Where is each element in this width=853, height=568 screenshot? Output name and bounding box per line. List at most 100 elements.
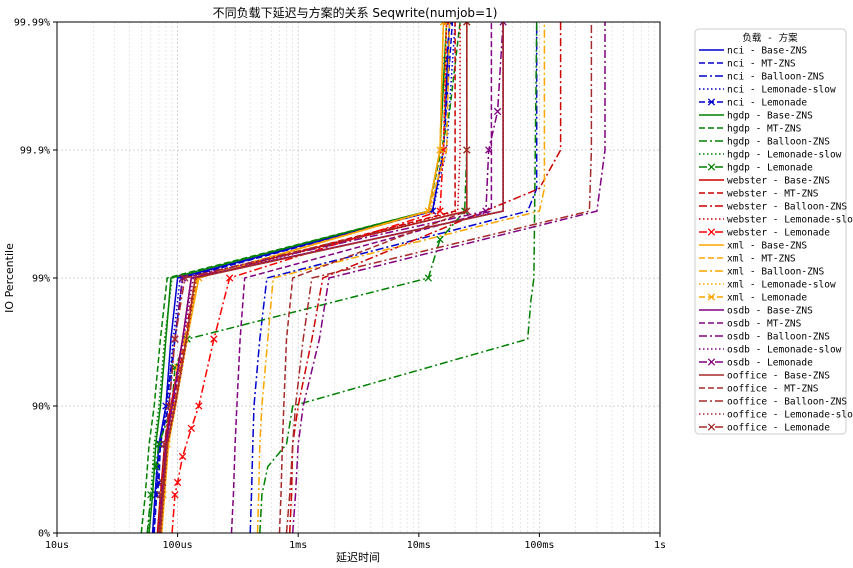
series-group [230,22,493,533]
legend-label: hgdp - Lemonade-slow [727,150,842,161]
series-group [288,22,562,533]
series-group [291,22,606,533]
series-marker [493,107,502,116]
series-marker [160,440,169,448]
legend-box [694,28,847,435]
legend-label: osdb - Balloon-ZNS [727,332,830,343]
legend-label: osdb - Base-ZNS [727,306,813,317]
series-marker [436,146,444,154]
legend-label: osdb - Lemonade-slow [727,345,842,356]
series-line [153,22,454,533]
legend-marker [707,228,716,236]
series-group [159,22,504,533]
series-line [249,22,538,533]
series-marker [165,402,173,410]
series-marker [155,440,163,448]
legend-marker [707,358,716,366]
series-line [230,22,493,533]
series-group [171,22,451,533]
legend-label: xml - MT-ZNS [727,254,796,265]
legend-label: webster - Lemonade-slow [727,215,853,226]
series-group [285,22,593,533]
series-marker [485,146,493,154]
y-axis-label: IO Percentile [3,243,16,313]
x-tick-label: 1s [654,540,666,551]
series-marker [482,207,490,215]
x-tick-label: 1ms [289,540,307,551]
legend-label: hgdp - MT-ZNS [727,124,802,135]
series-marker [171,491,179,499]
series-group [256,22,546,533]
series-marker [152,462,160,471]
legend-label: ooffice - Lemonade-slow [727,410,853,421]
y-tick-label: 99.99% [14,18,50,29]
series-line [161,22,445,533]
legend-label: ooffice - Balloon-ZNS [727,397,847,408]
series-marker [178,452,187,461]
series-marker [499,22,507,26]
legend-label: nci - Lemonade-slow [727,85,836,96]
series-group [153,22,454,533]
legend-label: webster - Lemonade [727,228,830,239]
series-marker [147,491,155,499]
legend-label: ooffice - Base-ZNS [727,371,830,382]
series-line [158,22,468,533]
legend-label: xml - Balloon-ZNS [727,267,825,278]
x-tick-label: 10us [45,540,69,551]
series-marker [156,491,165,499]
legend-label: xml - Lemonade-slow [727,280,836,291]
series-marker [158,478,167,487]
series-marker [178,274,187,282]
legend-label: nci - Balloon-ZNS [727,72,825,83]
series-line [159,22,504,533]
series-group [259,22,538,533]
series-marker [173,478,182,487]
legend-marker [707,163,716,171]
series-marker [162,402,170,410]
legend-label: hgdp - Lemonade [727,163,813,174]
series-marker [225,274,234,282]
y-tick-label: 90% [32,402,50,413]
y-tick-label: 99% [32,274,50,285]
x-tick-label: 100ms [524,540,554,551]
legend-label: nci - Lemonade [727,98,807,109]
series-marker [463,207,471,215]
legend-marker [707,293,716,301]
x-tick-label: 100us [163,540,193,551]
legend-label: hgdp - Base-ZNS [727,111,813,122]
legend-label: webster - Base-ZNS [727,176,830,187]
series-group [156,22,471,533]
series-marker [195,402,203,410]
legend-label: osdb - Lemonade [727,358,813,369]
series-marker [171,335,179,343]
series-group [161,22,445,533]
series-lines [140,22,606,533]
series-line [285,22,593,533]
series-marker [424,274,433,282]
x-tick-label: 10ms [407,540,431,551]
series-line [288,22,562,533]
series-line [256,22,546,533]
chart-title: 不同负载下延迟与方案的关系 Seqwrite(numjob=1) [213,5,498,20]
series-marker [181,274,189,282]
series-marker [436,235,444,244]
legend-label: nci - Base-ZNS [727,46,807,57]
y-tick-label: 0% [38,529,50,540]
series-line [160,22,448,533]
series-marker [442,22,451,26]
legend-label: xml - Lemonade [727,293,807,304]
series-line [291,22,606,533]
legend-marker [707,98,716,106]
series-marker [445,22,454,26]
legend-label: nci - MT-ZNS [727,59,796,70]
legend-items: nci - Base-ZNS nci - MT-ZNS nci - Balloon-… [699,46,853,434]
series-group [160,22,448,533]
legend-label: xml - Base-ZNS [727,241,807,252]
series-marker [424,207,433,215]
series-group [249,22,538,533]
legend-label: ooffice - MT-ZNS [727,384,819,395]
y-tick-label: 99.9% [20,146,50,157]
series-line [140,22,461,533]
legend-marker [707,423,716,431]
